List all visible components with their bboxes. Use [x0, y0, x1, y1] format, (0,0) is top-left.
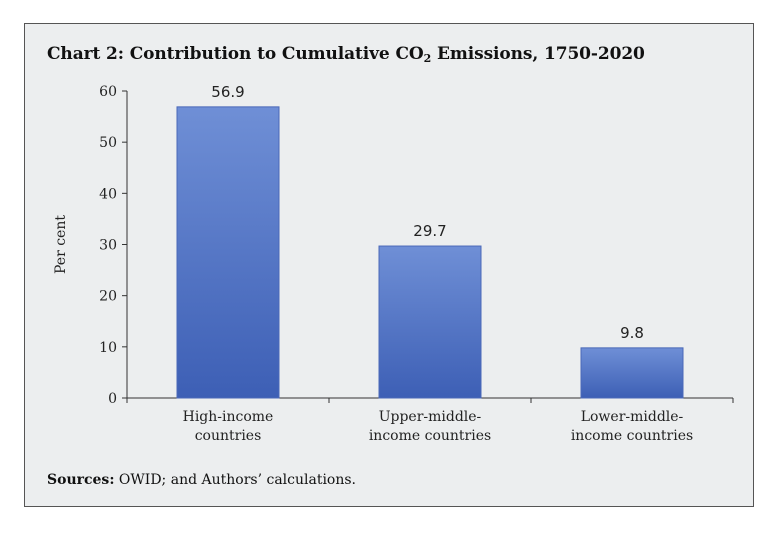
y-tick-label: 30 — [99, 238, 117, 254]
data-label: 9.8 — [620, 324, 644, 342]
x-tick-label: countries — [195, 428, 262, 444]
x-tick-label: income countries — [571, 428, 693, 444]
source-text: OWID; and Authors’ calculations. — [114, 472, 357, 488]
x-tick-label: income countries — [369, 428, 491, 444]
x-tick-label: Lower-middle- — [581, 409, 684, 425]
chart-title-suffix: Emissions, 1750-2020 — [431, 44, 645, 64]
data-label: 56.9 — [211, 83, 244, 101]
x-tick-label: Upper-middle- — [379, 409, 482, 425]
y-tick-label: 50 — [99, 135, 117, 151]
x-tick-label: High-income — [183, 409, 274, 425]
data-label: 29.7 — [413, 222, 446, 240]
chart-title-main: Chart 2: Contribution to Cumulative CO — [47, 44, 424, 64]
bar-chart: 0 10 20 30 40 50 60 Per cent 56.9 High-income coun… — [53, 83, 734, 444]
source-label: Sources: — [47, 472, 115, 488]
bar — [176, 106, 280, 399]
y-tick-label: 10 — [99, 340, 117, 356]
bar — [580, 347, 684, 399]
labels: 0 10 20 30 40 50 60 Per cent 56.9 High-income coun… — [53, 83, 693, 444]
y-axis-label: Per cent — [53, 215, 69, 274]
chart-figure: Chart 2: Contribution to Cumulative CO2 … — [24, 23, 754, 507]
source-note: Sources: OWID; and Authors’ calculations… — [47, 472, 356, 488]
chart-title-subscript: 2 — [423, 52, 432, 65]
y-tick-label: 0 — [108, 391, 117, 407]
bars — [176, 106, 684, 399]
y-tick-label: 40 — [99, 186, 117, 202]
y-tick-label: 20 — [99, 289, 117, 305]
bar — [378, 245, 482, 399]
chart-title: Chart 2: Contribution to Cumulative CO2 … — [47, 44, 645, 65]
y-tick-label: 60 — [99, 84, 117, 100]
